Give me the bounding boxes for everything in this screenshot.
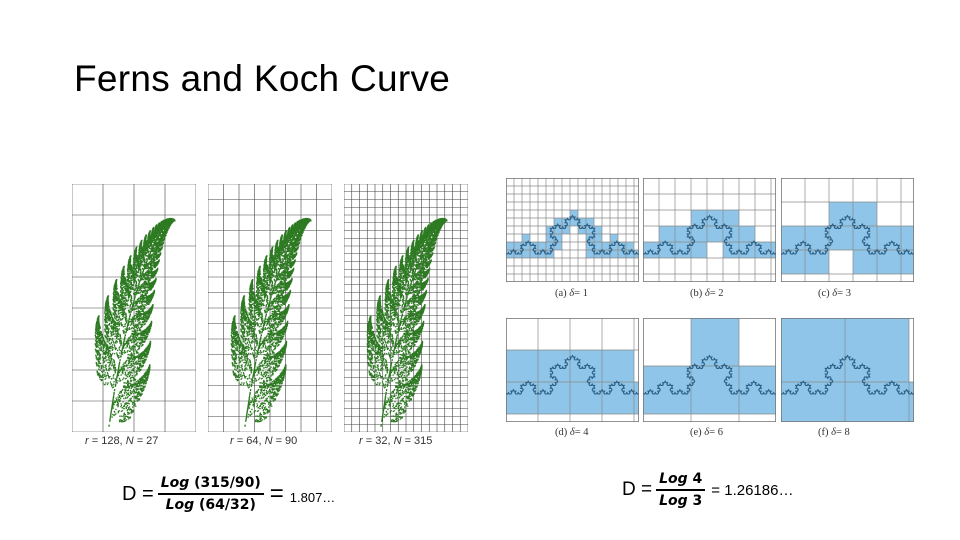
koch-caption: (f) δ= 8 [818, 427, 850, 438]
fern-grid-panel-64 [208, 184, 332, 432]
koch-box-grid-a [506, 178, 639, 282]
koch-caption: (e) δ= 6 [690, 427, 723, 438]
koch-caption: (a) δ= 1 [555, 288, 588, 299]
koch-box-grid-c [781, 178, 914, 282]
koch-box-grid-d [506, 318, 639, 422]
fern-image [208, 184, 332, 432]
grid-lines [643, 318, 776, 422]
koch-curve [506, 354, 639, 395]
koch-box-grid-b [643, 178, 776, 282]
koch-curve [781, 354, 914, 395]
koch-caption: (c) δ= 3 [818, 288, 851, 299]
koch-box-grid-f [781, 318, 914, 422]
fraction: Log (315/90) Log (64/32) [157, 473, 264, 515]
koch-curve [643, 214, 776, 255]
covering-boxes [781, 202, 914, 274]
koch-curve [643, 354, 776, 395]
fern-dimension-formula: D = Log (315/90) Log (64/32) = 1.807… [122, 473, 336, 515]
grid-lines [643, 178, 776, 282]
koch-dimension-formula: D = Log 4 Log 3 = 1.26186… [622, 469, 794, 511]
koch-box-grid-e [643, 318, 776, 422]
fern-image [344, 184, 468, 432]
fern-dimension-value: 1.807… [289, 489, 336, 505]
fern-grid-panel-32 [344, 184, 468, 432]
koch-caption: (d) δ= 4 [555, 427, 589, 438]
fern-shape [230, 217, 312, 427]
koch-curve [781, 214, 914, 255]
koch-caption: (b) δ= 2 [690, 288, 724, 299]
fern-shape [94, 217, 176, 427]
covering-boxes [643, 210, 776, 258]
grid-lines [506, 318, 639, 422]
grid-lines [506, 178, 639, 282]
fern-image [72, 184, 196, 432]
koch-curve [506, 214, 639, 255]
fern-grid-panel-128 [72, 184, 196, 432]
fern-shape [366, 217, 448, 427]
grid-lines [781, 178, 914, 282]
fern-caption: r = 64, N = 90 [230, 435, 298, 447]
covering-boxes [506, 350, 639, 414]
fern-caption: r = 32, N = 315 [359, 435, 433, 447]
slide-title: Ferns and Koch Curve [74, 58, 451, 99]
fraction: Log 4 Log 3 [656, 469, 706, 511]
fern-caption: r = 128, N = 27 [85, 435, 159, 447]
covering-boxes [781, 318, 914, 422]
koch-dimension-value: = 1.26186… [711, 481, 794, 499]
